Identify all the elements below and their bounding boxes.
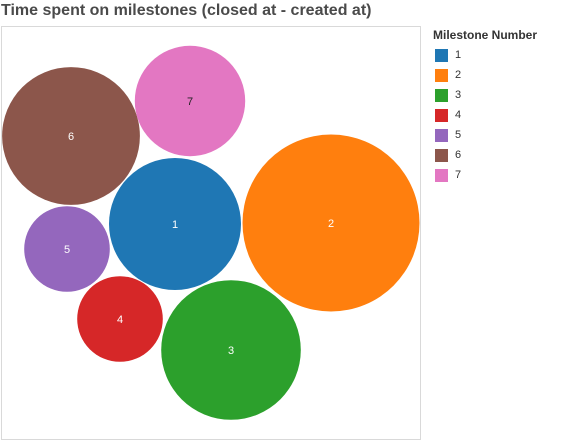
bubble-label-5: 5 [64, 244, 70, 256]
bubble-label-7: 7 [187, 96, 193, 108]
legend-label: 6 [455, 149, 462, 161]
legend-label: 5 [455, 129, 462, 141]
legend-label: 1 [455, 49, 462, 61]
bubble-label-1: 1 [172, 219, 178, 231]
legend-swatch [435, 168, 448, 182]
bubble-4[interactable]: 4 [77, 276, 163, 362]
bubble-6[interactable]: 6 [2, 67, 140, 205]
legend-label: 7 [455, 169, 462, 181]
bubble-1[interactable]: 1 [109, 158, 241, 290]
legend-swatch [435, 68, 448, 82]
bubble-2[interactable]: 2 [242, 134, 420, 312]
legend-label: 2 [455, 69, 462, 81]
legend-label: 4 [455, 109, 462, 121]
legend-swatch [435, 128, 448, 142]
plot-area [1, 26, 421, 440]
legend-item-1[interactable]: 1 [433, 45, 537, 65]
legend-item-5[interactable]: 5 [433, 125, 537, 145]
legend-item-6[interactable]: 6 [433, 145, 537, 165]
bubble-label-2: 2 [328, 218, 334, 230]
bubble-circle-1[interactable] [109, 158, 241, 290]
bubble-label-4: 4 [117, 314, 123, 326]
bubble-5[interactable]: 5 [24, 206, 110, 292]
bubble-circle-5[interactable] [24, 206, 110, 292]
legend-items: 1 2 3 4 5 6 7 [433, 45, 537, 185]
legend: Milestone Number 1 2 3 4 5 6 7 [433, 28, 537, 185]
legend-swatch [435, 148, 448, 162]
legend-swatch [435, 48, 448, 62]
bubble-label-6: 6 [68, 131, 74, 143]
legend-label: 3 [455, 89, 462, 101]
bubble-circle-7[interactable] [134, 45, 246, 157]
bubble-circle-6[interactable] [2, 67, 140, 205]
legend-item-2[interactable]: 2 [433, 65, 537, 85]
bubble-7[interactable]: 7 [134, 45, 246, 157]
bubble-circle-4[interactable] [77, 276, 163, 362]
legend-title: Milestone Number [433, 28, 538, 42]
legend-swatch [435, 88, 448, 102]
legend-item-7[interactable]: 7 [433, 165, 537, 185]
bubble-3[interactable]: 3 [161, 280, 301, 420]
chart-title: Time spent on milestones (closed at - cr… [1, 2, 372, 19]
legend-item-4[interactable]: 4 [433, 105, 537, 125]
legend-item-3[interactable]: 3 [433, 85, 537, 105]
bubble-circle-2[interactable] [242, 134, 420, 312]
bubble-label-3: 3 [228, 345, 234, 357]
legend-swatch [435, 108, 448, 122]
bubble-circle-3[interactable] [161, 280, 301, 420]
